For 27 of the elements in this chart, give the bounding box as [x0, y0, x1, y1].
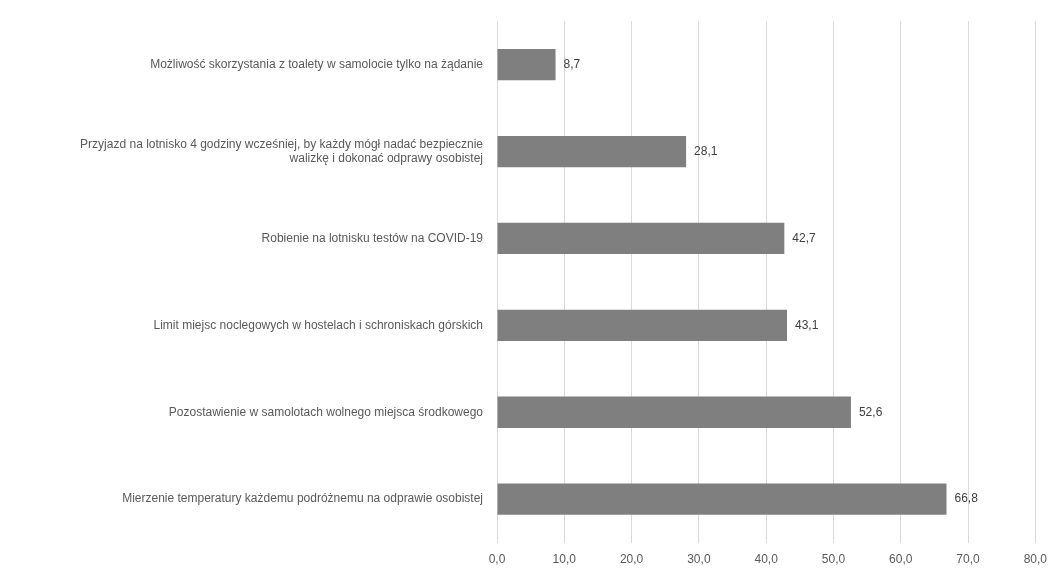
y-tick-label: Limit miejsc noclegowych w hostelach i schroniskach górskich — [153, 317, 483, 332]
bar — [497, 135, 687, 168]
x-tick-label: 10,0 — [552, 552, 577, 567]
data-label: 8,7 — [563, 56, 581, 71]
data-label: 52,6 — [858, 404, 883, 419]
bar — [497, 49, 556, 81]
x-tick-label: 60,0 — [889, 552, 913, 567]
bar — [497, 396, 851, 428]
x-tick-label: 20,0 — [619, 552, 644, 567]
y-tick-label: Przyjazd na lotnisko 4 godziny wcześniej, by każdy mógł nadać bezpiecznie walizkę i dokonać odprawy osobistej — [80, 136, 484, 166]
data-label: 28,1 — [694, 143, 718, 158]
data-label: 66,8 — [954, 491, 979, 506]
x-tick-label: 30,0 — [687, 552, 711, 567]
data-label: 43,1 — [795, 317, 819, 332]
y-tick-label: Możliwość skorzystania z toalety w samolocie tylko na żądanie — [150, 56, 484, 71]
x-tick-label: 0,0 — [488, 552, 506, 567]
bar — [497, 222, 785, 255]
data-label: 42,7 — [792, 230, 817, 245]
x-tick-label: 40,0 — [754, 552, 779, 567]
x-tick-label: 80,0 — [1023, 552, 1048, 567]
y-tick-label: Mierzenie temperatury każdemu podróżnemu na odprawie osobistej — [122, 491, 483, 506]
y-tick-label: Robienie na lotnisku testów na COVID-19 — [261, 230, 484, 245]
x-tick-label: 70,0 — [956, 552, 981, 567]
x-tick-label: 50,0 — [821, 552, 846, 567]
bar — [497, 483, 947, 515]
y-tick-label: Pozostawienie w samolotach wolnego miejsca środkowego — [168, 404, 484, 419]
bar — [497, 309, 788, 341]
